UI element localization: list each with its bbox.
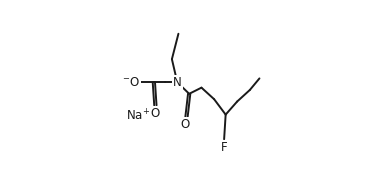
Text: N: N — [173, 76, 182, 89]
Text: Na$^{+}$: Na$^{+}$ — [126, 108, 150, 124]
Text: O: O — [151, 107, 160, 120]
Text: F: F — [221, 141, 227, 154]
Text: $^{-}$O: $^{-}$O — [122, 76, 141, 89]
Text: O: O — [180, 118, 190, 131]
